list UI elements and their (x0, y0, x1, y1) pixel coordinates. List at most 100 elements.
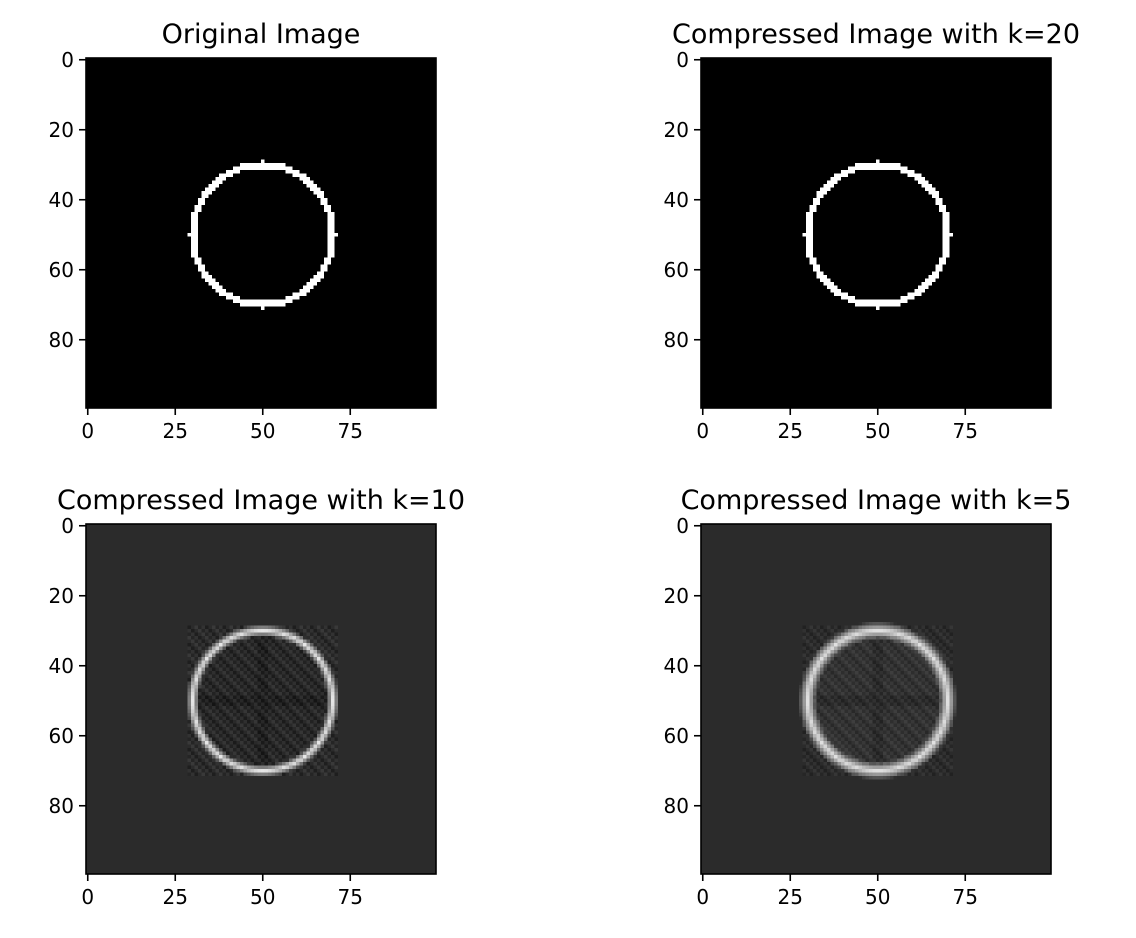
pixel (181, 65, 185, 69)
pixel (394, 62, 398, 66)
pixel (240, 97, 244, 101)
pixel (384, 104, 388, 108)
pixel (380, 118, 384, 122)
pixel (90, 90, 94, 94)
pixel (310, 97, 314, 101)
pixel (160, 86, 164, 90)
pixel (195, 79, 199, 83)
pixel (338, 125, 342, 129)
pixel (391, 100, 395, 104)
pixel (310, 65, 314, 69)
pixel (265, 93, 269, 97)
pixel (226, 65, 230, 69)
pixel (181, 97, 185, 101)
pixel (146, 104, 150, 108)
pixel (90, 111, 94, 115)
pixel (191, 111, 195, 115)
pixel (146, 93, 150, 97)
pixel (349, 90, 353, 94)
pixel (188, 121, 192, 125)
pixel (401, 97, 405, 101)
pixel (300, 107, 304, 111)
pixel (142, 93, 146, 97)
pixel (289, 100, 293, 104)
pixel (261, 79, 265, 83)
pixel (205, 121, 209, 125)
pixel (328, 125, 332, 129)
pixel (212, 83, 216, 87)
pixel (153, 83, 157, 87)
pixel (244, 100, 248, 104)
pixel (422, 118, 426, 122)
pixel (226, 79, 230, 83)
pixel (272, 65, 276, 69)
pixel (104, 72, 108, 76)
pixel (205, 93, 209, 97)
pixel (233, 118, 237, 122)
pixel (170, 97, 174, 101)
pixel (405, 65, 409, 69)
pixel (265, 104, 269, 108)
pixel (254, 72, 258, 76)
pixel (261, 62, 265, 66)
pixel (314, 90, 318, 94)
pixel (307, 76, 311, 80)
pixel (324, 114, 328, 118)
pixel (184, 111, 188, 115)
pixel (146, 79, 150, 83)
pixel (412, 114, 416, 118)
pixel (125, 86, 129, 90)
pixel (279, 111, 283, 115)
pixel (282, 79, 286, 83)
pixel (286, 125, 290, 129)
pixel (345, 62, 349, 66)
pixel (345, 111, 349, 115)
pixel (429, 90, 433, 94)
pixel (352, 107, 356, 111)
pixel (240, 76, 244, 80)
pixel (128, 111, 132, 115)
pixel (275, 118, 279, 122)
pixel (90, 79, 94, 83)
pixel (398, 104, 402, 108)
pixel (104, 118, 108, 122)
pixel (303, 97, 307, 101)
pixel (324, 65, 328, 69)
pixel (335, 86, 339, 90)
pixel (251, 93, 255, 97)
pixel (226, 93, 230, 97)
pixel (349, 79, 353, 83)
pixel (398, 118, 402, 122)
pixel (359, 62, 363, 66)
pixel (345, 114, 349, 118)
pixel (394, 69, 398, 73)
pixel (345, 118, 349, 122)
pixel (422, 69, 426, 73)
pixel (111, 121, 115, 125)
pixel (359, 79, 363, 83)
pixel (149, 97, 153, 101)
pixel (167, 86, 171, 90)
pixel (167, 118, 171, 122)
pixel (107, 114, 111, 118)
pixel (335, 104, 339, 108)
pixel (104, 62, 108, 66)
pixel (380, 104, 384, 108)
pixel (363, 62, 367, 66)
pixel (394, 118, 398, 122)
pixel (324, 97, 328, 101)
pixel (275, 76, 279, 80)
pixel (394, 125, 398, 129)
pixel (226, 97, 230, 101)
pixel (107, 121, 111, 125)
pixel (244, 90, 248, 94)
pixel (216, 104, 220, 108)
pixel (191, 118, 195, 122)
pixel (156, 79, 160, 83)
pixel (170, 111, 174, 115)
pixel (307, 111, 311, 115)
pixel (167, 114, 171, 118)
pixel (153, 100, 157, 104)
pixel (240, 118, 244, 122)
